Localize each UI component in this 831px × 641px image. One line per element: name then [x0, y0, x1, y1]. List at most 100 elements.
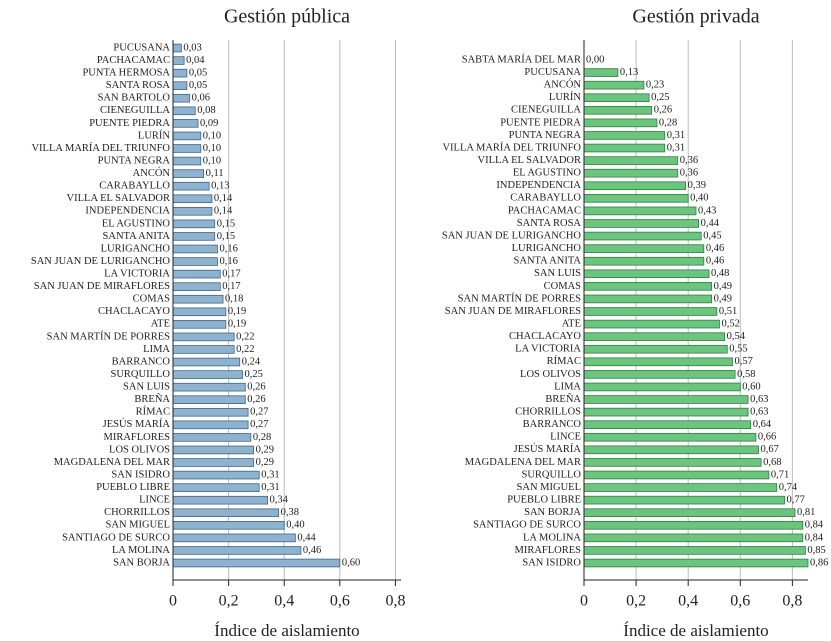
bar — [172, 206, 213, 216]
value-label: 0,40 — [286, 520, 304, 531]
value-label: 0,14 — [214, 206, 233, 217]
value-label: 0,31 — [667, 142, 685, 153]
bar — [172, 119, 199, 128]
category-label: CHACLACAYO — [98, 306, 170, 317]
bar — [172, 232, 216, 241]
value-label: 0,25 — [651, 92, 669, 103]
value-label: 0,04 — [186, 55, 205, 66]
bar — [172, 68, 188, 78]
value-label: 0,45 — [703, 230, 721, 241]
category-label: CIENEGUILLA — [511, 105, 581, 116]
bar — [172, 508, 280, 518]
value-label: 0,10 — [203, 130, 221, 141]
category-label: SAN MIGUEL — [517, 482, 581, 493]
value-label: 0,39 — [688, 180, 706, 191]
category-label: INDEPENDENCIA — [496, 180, 581, 191]
category-label: ATE — [562, 318, 581, 329]
category-label: PUEBLO LIBRE — [96, 482, 170, 493]
category-label: RÍMAC — [136, 406, 170, 418]
value-label: 0,13 — [620, 67, 638, 78]
value-label: 0,11 — [206, 168, 224, 179]
category-label: LINCE — [550, 432, 581, 443]
value-label: 0,22 — [236, 331, 254, 342]
chart-title: Gestión privada — [632, 6, 759, 28]
value-label: 0,27 — [250, 419, 268, 430]
value-label: 0,03 — [183, 42, 201, 53]
bar — [583, 483, 778, 492]
value-label: 0,19 — [228, 319, 246, 330]
bar — [583, 332, 726, 341]
bar — [172, 370, 243, 379]
category-label: PUNTA HERMOSA — [82, 68, 170, 79]
category-label: SAN MARTÍN DE PORRES — [47, 330, 171, 342]
bar — [583, 181, 686, 191]
bar — [172, 445, 255, 455]
bar — [583, 294, 713, 304]
category-label: BARRANCO — [523, 419, 582, 430]
value-label: 0,36 — [680, 155, 698, 166]
category-label: JESÚS MARÍA — [514, 443, 582, 455]
value-label: 0,57 — [734, 356, 752, 367]
bar — [583, 219, 700, 228]
category-label: CARABAYLLO — [510, 193, 581, 204]
value-label: 0,23 — [646, 80, 664, 91]
category-label: CARABAYLLO — [99, 181, 170, 192]
bar — [172, 345, 235, 354]
bar — [583, 206, 697, 216]
bar — [172, 294, 224, 304]
category-label: VILLA EL SALVADOR — [478, 155, 581, 166]
x-tick-label: 0 — [580, 593, 588, 610]
bar — [583, 143, 666, 153]
category-label: SAN MARTÍN DE PORRES — [458, 292, 582, 304]
value-label: 0,40 — [690, 193, 708, 204]
bar — [583, 256, 705, 266]
bar — [172, 533, 296, 543]
bar — [583, 231, 702, 241]
category-label: SABTA MARÍA DEL MAR — [462, 53, 581, 65]
category-label: LA MOLINA — [523, 532, 581, 543]
category-label: CHACLACAYO — [509, 331, 581, 342]
bar — [172, 43, 182, 53]
bar — [172, 131, 202, 141]
category-label: JESÚS MARÍA — [103, 418, 171, 430]
category-label: PACHACAMAC — [508, 205, 581, 216]
bar — [583, 407, 749, 417]
category-label: PUNTA NEGRA — [509, 130, 582, 141]
bar — [172, 420, 249, 430]
value-label: 0,16 — [219, 243, 237, 254]
x-axis-label: Índice de aislamiento — [623, 621, 768, 640]
category-label: SAN JUAN DE MIRAFLORES — [34, 281, 170, 292]
category-label: SURQUILLO — [111, 369, 171, 380]
bar — [583, 558, 809, 568]
bar — [583, 80, 645, 90]
bar — [172, 382, 246, 392]
category-label: INDEPENDENCIA — [85, 206, 170, 217]
value-label: 0,46 — [706, 243, 724, 254]
category-label: MAGDALENA DEL MAR — [54, 457, 170, 468]
value-label: 0,64 — [753, 419, 772, 430]
bar — [583, 106, 653, 115]
bar — [172, 495, 268, 505]
bar — [583, 118, 658, 128]
category-label: SAN BORJA — [113, 557, 170, 568]
value-label: 0,26 — [247, 394, 265, 405]
value-label: 0,60 — [742, 381, 760, 392]
category-label: SAN BARTOLO — [98, 93, 171, 104]
bar — [583, 495, 785, 505]
value-label: 0,60 — [342, 557, 360, 568]
value-label: 0,26 — [654, 105, 672, 116]
category-label: LOS OLIVOS — [520, 369, 581, 380]
bar — [172, 56, 185, 65]
bar — [583, 344, 728, 354]
bar — [172, 483, 260, 492]
category-label: PUEBLO LIBRE — [507, 495, 581, 506]
value-label: 0,67 — [761, 444, 779, 455]
value-label: 0,26 — [247, 382, 265, 393]
category-label: RÍMAC — [547, 355, 581, 367]
category-label: CIENEGUILLA — [100, 105, 170, 116]
value-label: 0,09 — [200, 118, 218, 129]
bar — [583, 357, 733, 367]
bar — [172, 433, 252, 442]
value-label: 0,24 — [242, 356, 261, 367]
